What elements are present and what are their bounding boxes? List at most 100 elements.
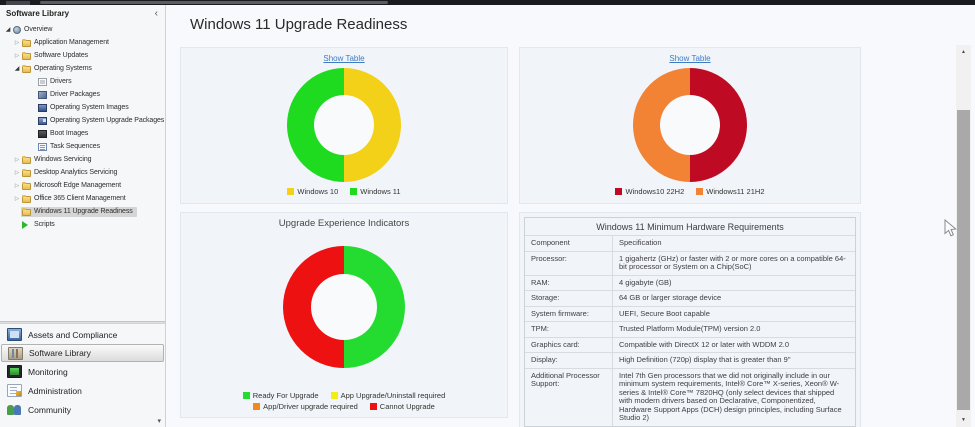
component-cell: Storage: <box>525 291 613 306</box>
nav-monitoring[interactable]: Monitoring <box>0 362 165 381</box>
sidebar-item-operating-system-images[interactable]: Operating System Images <box>0 101 165 114</box>
sidebar-item-drivers[interactable]: Drivers <box>0 75 165 88</box>
page-title: Windows 11 Upgrade Readiness <box>190 16 408 33</box>
tree-item-content: Task Sequences <box>37 142 104 152</box>
sidebar-splitter[interactable] <box>0 321 165 324</box>
expand-node-icon[interactable]: ▷ <box>14 182 20 189</box>
sidebar-item-overview[interactable]: ◢ Overview <box>0 23 165 36</box>
specification-cell: Intel 7th Gen processors that we did not… <box>619 370 842 422</box>
tree-item-content: Operating System Upgrade Packages <box>37 116 165 126</box>
tree-item-label: Driver Packages <box>50 91 100 98</box>
donut-hole <box>660 95 720 155</box>
folder-icon <box>22 155 31 164</box>
component-cell: Display: <box>525 353 613 368</box>
sidebar-item-application-management[interactable]: ▷ Application Management <box>0 36 165 49</box>
boot-images-icon <box>38 129 47 138</box>
nav-community[interactable]: Community <box>0 400 165 419</box>
sidebar-item-software-updates[interactable]: ▷ Software Updates <box>0 49 165 62</box>
donut-hole <box>311 274 377 340</box>
sidebar-item-scripts[interactable]: Scripts <box>0 218 165 231</box>
legend-label: Cannot Upgrade <box>379 402 435 411</box>
legend-row: Windows 10 Windows 11 <box>181 187 507 196</box>
legend-swatch <box>696 188 704 195</box>
panel-hardware-requirements: Windows 11 Minimum Hardware Requirements… <box>519 212 861 427</box>
administration-icon <box>7 384 22 397</box>
tree-item-content: Overview <box>12 25 56 35</box>
legend-label: App Upgrade/Uninstall required <box>340 391 446 400</box>
tree-item-label: Operating Systems <box>34 65 92 72</box>
nav-software-library[interactable]: Software Library <box>1 344 164 362</box>
scrollbar-up-arrow-icon[interactable]: ▲ <box>961 49 966 55</box>
component-cell: System firmware: <box>525 306 613 321</box>
specification-cell: Trusted Platform Module(TPM) version 2.0 <box>619 324 761 333</box>
donut-chart-os-version <box>287 68 401 182</box>
table-row: System firmware: UEFI, Secure Boot capabl… <box>525 306 855 322</box>
tree-item-content: Boot Images <box>37 129 92 139</box>
tree-item-label: Microsoft Edge Management <box>34 182 121 189</box>
nav-administration[interactable]: Administration <box>0 381 165 400</box>
expand-node-icon[interactable]: ▷ <box>14 169 20 176</box>
sidebar-item-operating-system-upgrade-packages[interactable]: Operating System Upgrade Packages <box>0 114 165 127</box>
legend-item-app-driver-upgrade-required: App/Driver upgrade required <box>253 402 358 411</box>
table-row: RAM: 4 gigabyte (GB) <box>525 275 855 291</box>
tree-item-label: Scripts <box>34 221 55 228</box>
nav-item-label: Assets and Compliance <box>28 329 118 340</box>
sidebar-item-office-365-client-management[interactable]: ▷ Office 365 Client Management <box>0 192 165 205</box>
nav-assets-and-compliance[interactable]: Assets and Compliance <box>0 325 165 344</box>
vertical-scrollbar[interactable]: ▲ ▼ <box>956 45 971 427</box>
panel-os-version-chart: Show Table Windows 10 Windows 11 <box>180 47 508 204</box>
folder-icon <box>22 38 31 47</box>
specification-cell: 1 gigahertz (GHz) or faster with 2 or mo… <box>619 253 846 271</box>
collapse-node-icon[interactable]: ◢ <box>5 27 11 33</box>
legend-upgrade-experience: Ready For Upgrade App Upgrade/Uninstall r… <box>181 389 507 411</box>
os-upgrade-packages-icon <box>38 116 47 125</box>
legend-item-windows-10: Windows 10 <box>287 187 338 196</box>
tree-item-content: Desktop Analytics Servicing <box>21 168 121 178</box>
expand-node-icon[interactable]: ▷ <box>14 52 20 59</box>
sidebar-item-desktop-analytics-servicing[interactable]: ▷ Desktop Analytics Servicing <box>0 166 165 179</box>
folder-icon <box>22 194 31 203</box>
sidebar-item-task-sequences[interactable]: Task Sequences <box>0 140 165 153</box>
collapse-node-icon[interactable]: ◢ <box>14 66 20 72</box>
tree-item-label: Boot Images <box>50 130 89 137</box>
expand-node-icon[interactable]: ▷ <box>14 156 20 163</box>
tree-item-label: Overview <box>24 26 53 33</box>
scripts-icon <box>22 220 28 229</box>
legend-label: Ready For Upgrade <box>252 391 319 400</box>
nav-item-label: Software Library <box>29 348 91 358</box>
tree-item-content: Application Management <box>21 38 113 48</box>
tree-item-label: Software Updates <box>34 52 89 59</box>
sidebar-item-operating-systems[interactable]: ◢ Operating Systems <box>0 62 165 75</box>
legend-label: App/Driver upgrade required <box>263 402 358 411</box>
nav-overflow-chevron-icon[interactable]: ▾ <box>157 418 161 425</box>
show-table-link-os-version[interactable]: Show Table <box>323 54 365 63</box>
tree-item-content: Drivers <box>37 77 75 87</box>
sidebar-nav: Assets and Compliance Software Library Mon… <box>0 325 165 419</box>
sidebar-item-windows-11-upgrade-readiness[interactable]: Windows 11 Upgrade Readiness <box>0 205 165 218</box>
scrollbar-thumb[interactable] <box>957 110 970 410</box>
expand-node-icon[interactable]: ▷ <box>14 195 20 202</box>
show-table-link-os-build[interactable]: Show Table <box>669 54 711 63</box>
legend-swatch <box>350 188 358 195</box>
sidebar-item-microsoft-edge-management[interactable]: ▷ Microsoft Edge Management <box>0 179 165 192</box>
hardware-table-body: Component Specification Processor: 1 gigahe… <box>525 236 855 426</box>
tree-item-label: Task Sequences <box>50 143 100 150</box>
tree-item-label: Application Management <box>34 39 109 46</box>
scrollbar-down-arrow-icon[interactable]: ▼ <box>961 417 966 423</box>
component-cell: RAM: <box>525 275 613 290</box>
nav-item-label: Monitoring <box>28 366 68 377</box>
tree-item-label: Operating System Images <box>50 104 129 111</box>
sidebar-item-boot-images[interactable]: Boot Images <box>0 127 165 140</box>
sidebar-item-driver-packages[interactable]: Driver Packages <box>0 88 165 101</box>
window-tab-fragment <box>6 1 30 5</box>
expand-node-icon[interactable]: ▷ <box>14 39 20 46</box>
mouse-cursor <box>944 219 957 237</box>
sidebar-title: Software Library <box>6 9 70 18</box>
legend-row: App/Driver upgrade required Cannot Upgrad… <box>181 402 507 411</box>
collapse-sidebar-icon[interactable]: ‹ <box>154 7 158 19</box>
sidebar-item-windows-servicing[interactable]: ▷ Windows Servicing <box>0 153 165 166</box>
tree-item-content: Operating Systems <box>21 64 96 74</box>
tree-item-content: Windows 11 Upgrade Readiness <box>21 206 137 217</box>
legend-item-cannot-upgrade: Cannot Upgrade <box>369 402 435 411</box>
